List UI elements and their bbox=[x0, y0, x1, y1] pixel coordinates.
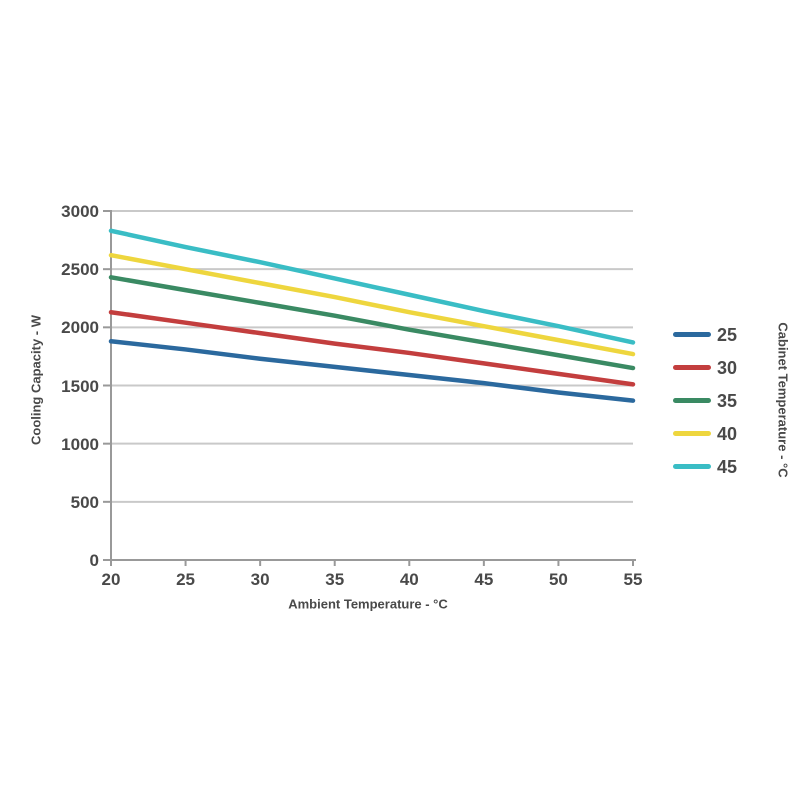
x-tick-label-55: 55 bbox=[623, 570, 643, 589]
legend-swatch-35 bbox=[673, 398, 711, 403]
series-line-40 bbox=[108, 252, 636, 357]
legend: 25 30 35 40 45 bbox=[673, 318, 737, 483]
x-tick-label-25: 25 bbox=[176, 570, 196, 589]
chart-canvas bbox=[103, 210, 636, 566]
series-line-25 bbox=[108, 339, 636, 403]
plot-area bbox=[103, 210, 636, 566]
legend-swatch-25 bbox=[673, 332, 711, 337]
legend-item-30: 30 bbox=[673, 351, 737, 384]
legend-swatch-40 bbox=[673, 431, 711, 436]
y-tick-label-1500: 1500 bbox=[61, 376, 99, 396]
legend-label-25: 25 bbox=[717, 324, 738, 345]
series-line-35 bbox=[108, 275, 636, 371]
x-tick-label-45: 45 bbox=[474, 570, 494, 589]
y-tick-label-500: 500 bbox=[70, 492, 99, 512]
x-tick-label-30: 30 bbox=[250, 570, 270, 589]
legend-swatch-45 bbox=[673, 464, 711, 469]
legend-title: Cabinet Temperature - °C bbox=[775, 322, 791, 478]
y-tick-label-0: 0 bbox=[89, 551, 99, 570]
y-tick-label-3000: 3000 bbox=[61, 202, 99, 221]
x-tick-label-20: 20 bbox=[101, 570, 121, 589]
y-tick-label-2500: 2500 bbox=[61, 260, 99, 280]
legend-label-30: 30 bbox=[717, 357, 738, 378]
legend-label-40: 40 bbox=[717, 423, 738, 444]
x-tick-label-35: 35 bbox=[325, 570, 345, 589]
y-axis-title: Cooling Capacity - W bbox=[28, 315, 44, 445]
x-tick-label-50: 50 bbox=[548, 570, 568, 589]
series-line-30 bbox=[108, 309, 636, 387]
y-tick-label-2000: 2000 bbox=[61, 318, 99, 338]
legend-item-35: 35 bbox=[673, 384, 737, 417]
legend-item-25: 25 bbox=[673, 318, 737, 351]
legend-item-40: 40 bbox=[673, 417, 737, 450]
legend-item-45: 45 bbox=[673, 450, 737, 483]
legend-label-35: 35 bbox=[717, 390, 738, 411]
x-tick-label-40: 40 bbox=[399, 570, 419, 589]
x-axis-title: Ambient Temperature - °C bbox=[288, 596, 448, 612]
y-tick-label-1000: 1000 bbox=[61, 434, 99, 454]
legend-swatch-30 bbox=[673, 365, 711, 370]
legend-label-45: 45 bbox=[717, 456, 738, 477]
series-line-45 bbox=[108, 228, 636, 345]
